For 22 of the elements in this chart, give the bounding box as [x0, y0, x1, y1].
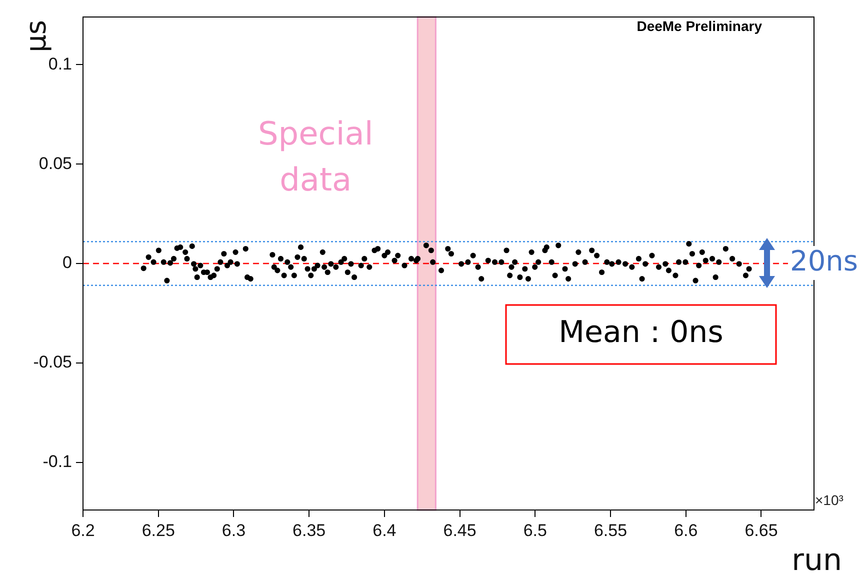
x-tick-label: 6.25: [142, 520, 175, 540]
x-tick-label: 6.55: [594, 520, 628, 540]
ref-line-label: Mean : 0ns: [558, 314, 724, 350]
y-tick-label: 0.05: [38, 154, 72, 173]
y-tick-label: 0: [62, 253, 72, 272]
band-label: Special data: [258, 114, 374, 198]
x-tick-label: 6.4: [372, 520, 396, 540]
y-tick-label: -0.1: [42, 452, 72, 471]
x-axis-title: run: [792, 543, 842, 577]
y-tick-label: -0.05: [33, 352, 72, 372]
x-tick-label: 6.3: [222, 520, 246, 540]
x-tick-label: 6.65: [744, 520, 778, 540]
annotation: 20ns: [790, 244, 858, 278]
x-tick-label: 6.5: [523, 520, 547, 540]
x-tick-label: 6.6: [674, 520, 698, 540]
x-tick-label: 6.35: [292, 520, 326, 540]
text: ×10³: [815, 492, 844, 508]
x-tick-label: 6.2: [71, 520, 95, 540]
y-tick-label: 0.1: [48, 54, 72, 74]
x-tick-label: 6.45: [443, 520, 476, 540]
y-axis-title: μs: [19, 20, 52, 52]
annotation: DeeMe Preliminary: [636, 18, 762, 34]
